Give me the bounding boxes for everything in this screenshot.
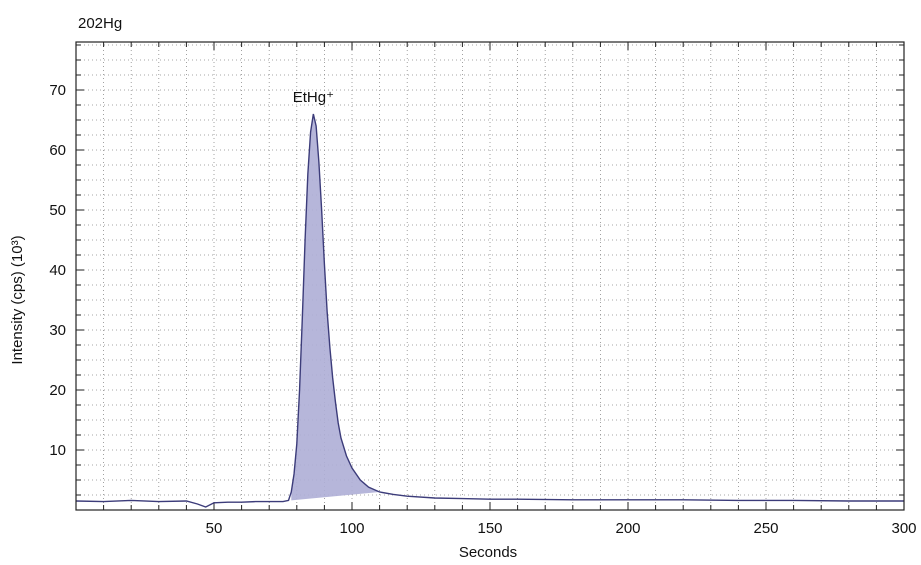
x-tick-label: 300 — [891, 520, 916, 537]
y-tick-label: 40 — [49, 262, 66, 279]
signal-trace — [75, 113, 904, 508]
x-tick-label: 50 — [206, 520, 223, 537]
y-tick-label: 60 — [49, 142, 66, 159]
y-tick-label: 50 — [49, 202, 66, 219]
x-tick-label: 100 — [339, 520, 364, 537]
y-tick-label: 10 — [49, 442, 66, 459]
peak-area-fill — [291, 114, 380, 501]
y-tick-label: 20 — [49, 382, 66, 399]
y-axis-title: Intensity (cps) (10³) — [9, 235, 26, 364]
x-axis-title: Seconds — [459, 544, 517, 561]
minor-ticks — [76, 42, 904, 510]
chart-title: 202Hg — [78, 15, 122, 32]
grid — [76, 42, 904, 510]
x-tick-label: 150 — [477, 520, 502, 537]
y-axis-ticks: 10 20 30 40 50 60 70 — [49, 82, 66, 459]
peak-label: EtHg⁺ — [293, 89, 334, 106]
x-tick-label: 200 — [615, 520, 640, 537]
y-tick-label: 70 — [49, 82, 66, 99]
x-tick-label: 250 — [753, 520, 778, 537]
plot-frame — [75, 41, 905, 511]
x-axis-ticks: 50 100 150 200 250 300 — [206, 520, 917, 537]
y-tick-label: 30 — [49, 322, 66, 339]
